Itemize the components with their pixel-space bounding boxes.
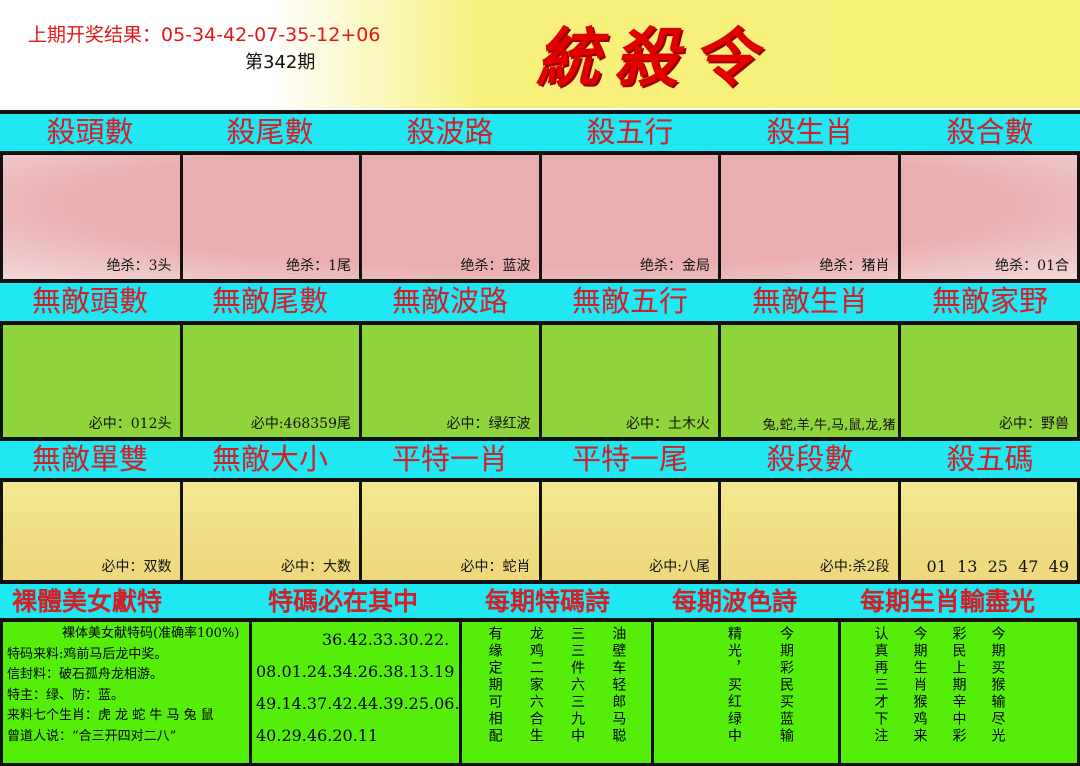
value: 绝杀：3头 [106,258,172,274]
beauty-line: 特主：绿、防：蓝。 [7,687,125,703]
beauty-box: 裸体美女献特码(准确率100%) 特码来料:鸡前马后龙中奖。 信封料：破石孤舟龙… [3,622,252,766]
poem-column: 今期买猴输尽光 [989,626,1006,745]
poem-column: 油壁车轻郎马聪 [610,626,627,745]
poem2-box: 精光，买红绿中 今期彩民买蓝输 [654,622,841,766]
title: 平特一尾 [571,442,688,476]
number-line: 40.29.46.20.11 [256,726,379,745]
title: 殺尾數 [226,115,314,149]
row3-values: 必中：双数 必中：大数 必中：蛇肖 必中:八尾 必中:杀2段 01 13 25 47 49 [0,482,1080,580]
value: 必中：蛇肖 [460,559,531,575]
title: 每期特碼詩 [485,587,611,616]
title: 殺合數 [946,115,1034,149]
title: 殺生肖 [766,115,854,149]
row2-header: 無敵頭數 無敵尾數 無敵波路 無敵五行 無敵生肖 無敵家野 [0,279,1080,325]
value: 兔,蛇,羊,牛,马,鼠,龙,猪 [762,418,896,433]
value: 绝杀：01合 [995,258,1069,274]
value: 必中:八尾 [649,559,710,575]
title: 無敵頭數 [31,284,148,318]
value: 必中：土木火 [626,416,710,432]
poem-column: 龙鸡二家六合生 [527,626,544,745]
title: 無敵大小 [211,442,328,476]
title: 裸體美女獻特 [12,587,163,616]
title: 殺波路 [406,115,494,149]
row1-header: 殺頭數 殺尾數 殺波路 殺五行 殺生肖 殺合數 [0,110,1080,155]
title: 殺五碼 [946,442,1034,476]
title: 每期生肖輸盡光 [860,587,1036,616]
beauty-line: 信封料：破石孤舟龙相游。 [7,667,164,682]
title: 特碼必在其中 [268,587,419,616]
value: 绝杀：蓝波 [460,258,531,274]
poem-column: 精光，买红绿中 [726,626,742,745]
title: 殺頭數 [46,115,134,149]
value: 绝杀：1尾 [286,258,351,274]
title: 殺段數 [766,442,854,476]
title: 無敵家野 [931,284,1048,318]
poem-column: 有缘定期可相配 [486,626,503,745]
row2-values: 必中：012头 必中:468359尾 必中：绿红波 必中：土木火 兔,蛇,羊,牛,马,鼠… [0,325,1080,437]
value: 必中：野兽 [999,416,1069,432]
last-result-label: 上期开奖结果： [28,24,162,46]
value: 必中：大数 [281,559,351,575]
value: 必中：012头 [88,416,172,432]
beauty-line: 来料七个生肖：虎 龙 蛇 牛 马 兔 鼠 [7,708,214,723]
logo: 統殺令 [478,3,828,103]
last-result-numbers: 05-34-42-07-35-12+06 [161,24,381,46]
poem3-box: 认真再三才下注 今期生肖猴鸡来 彩民上期辛中彩 今期买猴输尽光 [841,622,1080,766]
poem-column: 今期生肖猴鸡来 [911,626,928,745]
row1-values: 绝杀：3头 绝杀：1尾 绝杀：蓝波 绝杀：金局 绝杀：猪肖 绝杀：01合 [0,155,1080,279]
last-result: 上期开奖结果：05-34-42-07-35-12+06 [28,20,380,47]
bottom-section: 裸体美女献特码(准确率100%) 特码来料:鸡前马后龙中奖。 信封料：破石孤舟龙… [0,622,1080,766]
poem-column: 彩民上期辛中彩 [950,626,967,745]
title: 殺五行 [586,115,674,149]
poem-column: 三三件六三九中 [569,626,586,745]
value: 绝杀：猪肖 [819,258,890,274]
issue-number: 第342期 [245,52,316,73]
value: 01 13 25 47 49 [926,557,1069,576]
title: 無敵單雙 [31,442,148,476]
poem-column: 今期彩民买蓝输 [778,626,794,745]
poem1-box: 有缘定期可相配 龙鸡二家六合生 三三件六三九中 油壁车轻郎马聪 [462,622,654,766]
row3-header: 無敵單雙 無敵大小 平特一肖 平特一尾 殺段數 殺五碼 [0,437,1080,482]
title: 每期波色詩 [672,587,798,616]
beauty-line: 裸体美女献特码(准确率100%) [62,626,240,641]
numbers-box: 36.42.33.30.22. 08.01.24.34.26.38.13.19 … [252,622,462,766]
title: 無敵五行 [571,284,688,318]
number-line: 08.01.24.34.26.38.13.19 [256,662,455,681]
title: 無敵尾數 [211,284,328,318]
number-line: 49.14.37.42.44.39.25.06. [256,694,460,713]
value: 必中:468359尾 [250,416,351,432]
title: 無敵波路 [391,284,508,318]
value: 必中：双数 [101,559,172,575]
beauty-line: 特码来料:鸡前马后龙中奖。 [7,646,168,662]
title: 無敵生肖 [751,284,868,318]
title: 平特一肖 [391,442,508,476]
value: 必中：绿红波 [446,416,531,432]
beauty-line: 曾道人说：“合三开四对二八” [7,728,177,744]
value: 必中:杀2段 [819,559,890,575]
poem-column: 认真再三才下注 [872,626,889,745]
number-line: 36.42.33.30.22. [322,630,450,649]
value: 绝杀：金局 [640,258,710,274]
row4-header: 裸體美女獻特 特碼必在其中 每期特碼詩 每期波色詩 每期生肖輸盡光 [0,580,1080,622]
